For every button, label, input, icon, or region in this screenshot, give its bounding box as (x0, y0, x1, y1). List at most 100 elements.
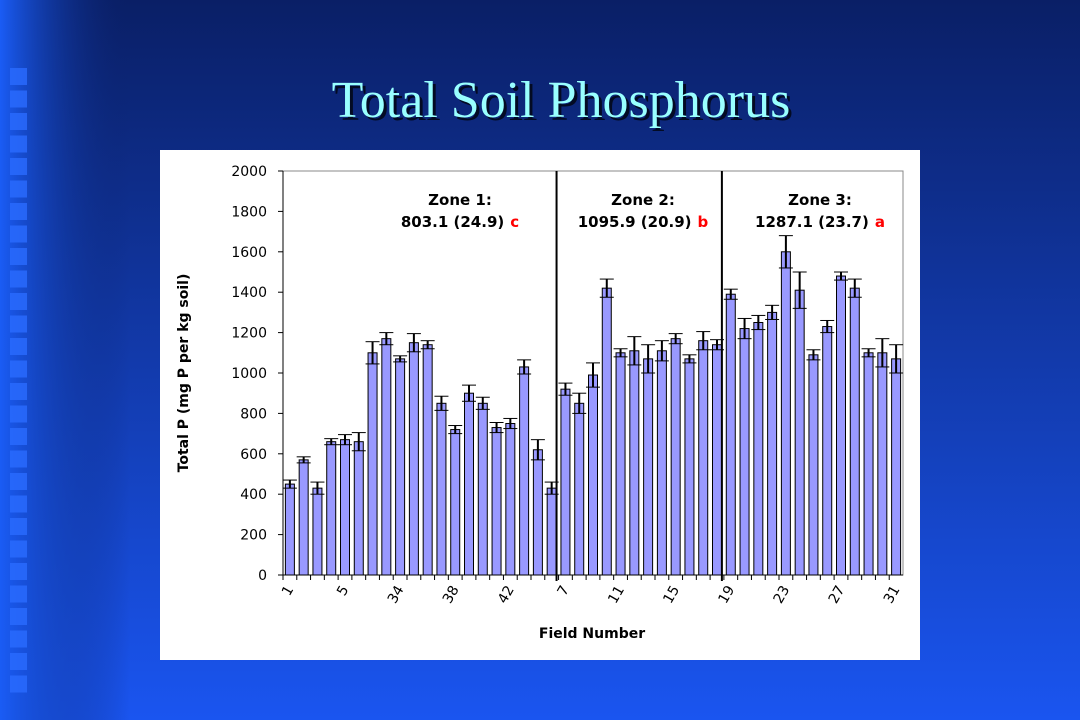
bar (643, 358, 654, 576)
square (10, 270, 27, 288)
bar (436, 402, 447, 576)
x-axis-label: Field Number (539, 626, 645, 642)
bar (312, 487, 323, 576)
error-bar (765, 304, 780, 320)
bar (615, 352, 626, 576)
error-bar (627, 336, 642, 366)
error-bar (613, 348, 628, 358)
y-tick-label: 200 (240, 528, 267, 544)
x-tick-label: 27 (826, 583, 849, 606)
error-bar (489, 421, 504, 434)
bar (353, 441, 364, 576)
error-bar (820, 319, 835, 334)
bar (656, 350, 667, 576)
bar (519, 366, 530, 576)
error-bar (572, 392, 587, 414)
error-bar (682, 354, 697, 364)
y-tick-label: 2000 (231, 164, 267, 180)
square (10, 383, 27, 400)
bar (863, 352, 874, 576)
error-bar (448, 425, 463, 435)
x-tick-label: 34 (385, 583, 408, 607)
zone-stat: 1095.9 (20.9) b (578, 213, 709, 231)
square (10, 90, 27, 108)
error-bar (365, 341, 380, 365)
zone-title: Zone 2: (611, 191, 675, 209)
bar (408, 342, 419, 576)
error-bar (654, 340, 669, 362)
y-tick-label: 1600 (231, 245, 267, 261)
y-axis-label: Total P (mg P per kg soil) (176, 274, 192, 473)
bar (340, 439, 350, 576)
title-shadow: Total Soil Phosphorus (335, 75, 794, 132)
error-bar (282, 479, 297, 489)
bar (767, 311, 778, 576)
bar (849, 287, 860, 576)
square (10, 360, 27, 378)
error-bar (296, 456, 311, 464)
bar (794, 289, 805, 576)
zone-letter: c (510, 213, 519, 231)
bar (877, 352, 888, 576)
bar (601, 287, 612, 576)
error-bar (406, 333, 421, 353)
zone-stat: 803.1 (24.9) c (401, 213, 519, 231)
square (10, 158, 27, 175)
error-bar (599, 278, 614, 298)
square (10, 315, 27, 333)
bar (381, 338, 392, 576)
bar (808, 354, 819, 576)
y-tick-label: 1200 (231, 326, 267, 342)
square (10, 428, 27, 445)
bar (326, 441, 337, 576)
bar (822, 326, 833, 576)
error-bar (310, 481, 325, 495)
bar (780, 251, 791, 576)
title: Total Soil Phosphorus (332, 72, 791, 129)
error-bar (324, 438, 339, 446)
zone-stat-value: 803.1 (24.9) (401, 213, 504, 231)
error-bar (475, 396, 490, 410)
square (10, 405, 27, 423)
square (10, 473, 27, 490)
x-tick-label: 38 (440, 583, 463, 606)
bar (588, 374, 598, 576)
bar (629, 350, 640, 576)
y-tick-label: 0 (258, 568, 267, 584)
bar (753, 322, 764, 576)
error-bar (834, 271, 848, 281)
y-tick-label: 1800 (231, 204, 267, 220)
error-bar (737, 317, 752, 340)
error-bar (751, 314, 766, 331)
error-bar (861, 348, 876, 358)
square (10, 608, 27, 625)
square (10, 518, 27, 535)
square (10, 203, 27, 220)
square (10, 338, 27, 355)
y-tick-label: 800 (240, 406, 267, 422)
x-tick-label: 31 (881, 583, 904, 606)
x-tick-label: 11 (605, 583, 628, 606)
zone-stat: 1287.1 (23.7) a (755, 213, 885, 231)
square (10, 540, 27, 558)
error-bar (517, 359, 532, 375)
error-bar (586, 362, 600, 388)
zone-title: Zone 1: (428, 191, 492, 209)
error-bar (393, 355, 408, 363)
zone-stat-value: 1095.9 (20.9) (578, 213, 692, 231)
bar (684, 358, 695, 576)
bar (546, 487, 557, 576)
bar (836, 275, 846, 576)
error-bar (379, 332, 394, 346)
bar (698, 340, 709, 576)
square (10, 293, 27, 310)
x-tick-label: 15 (660, 583, 683, 606)
bar (395, 358, 406, 576)
zone-stat-value: 1287.1 (23.7) (755, 213, 869, 231)
bar (422, 344, 433, 576)
square (10, 225, 27, 243)
bar (574, 402, 585, 576)
bar (891, 358, 902, 576)
error-bar (503, 417, 518, 430)
bar (505, 423, 516, 576)
